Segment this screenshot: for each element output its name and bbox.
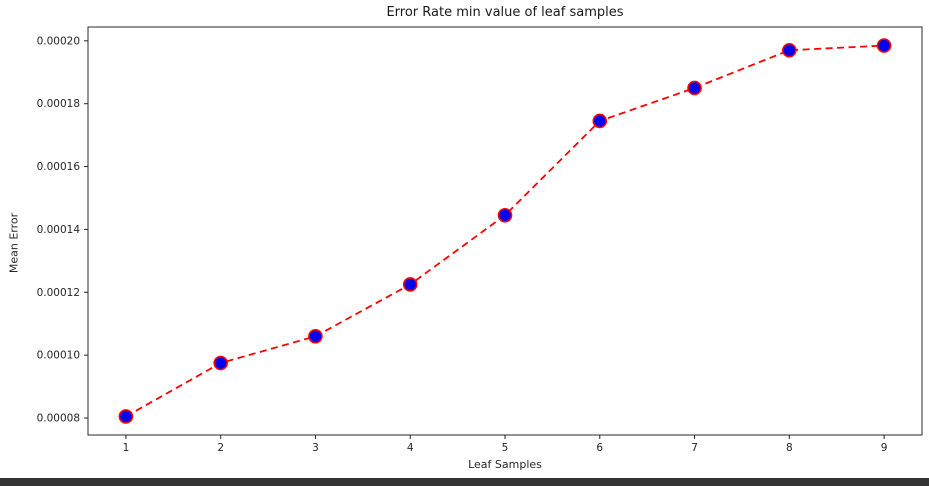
data-point-marker — [402, 277, 418, 292]
series-line — [125, 44, 885, 418]
plot-frame — [87, 26, 923, 436]
x-tick-label: 7 — [691, 442, 698, 454]
x-tick-label: 2 — [217, 442, 224, 454]
window-bottom-border — [0, 478, 929, 486]
x-axis-label: Leaf Samples — [468, 458, 542, 471]
data-point-marker — [118, 409, 134, 424]
y-tick-label: 0.00012 — [37, 287, 80, 299]
data-point-marker — [213, 355, 228, 371]
x-tick-label: 1 — [123, 442, 130, 454]
data-point-marker — [308, 329, 323, 344]
y-tick-label: 0.00014 — [37, 224, 81, 236]
chart-title: Error Rate min value of leaf samples — [386, 5, 624, 20]
x-tick-label: 8 — [786, 442, 793, 454]
y-tick-label: 0.00016 — [37, 161, 81, 173]
data-point-marker — [782, 42, 797, 58]
y-tick-label: 0.00020 — [37, 35, 80, 47]
data-point-marker — [687, 80, 702, 96]
y-tick-label: 0.00018 — [37, 98, 80, 110]
x-tick-label: 5 — [502, 442, 509, 454]
x-tick-label: 9 — [881, 442, 888, 454]
data-point-marker — [497, 207, 513, 223]
x-tick-label: 4 — [407, 442, 414, 454]
x-tick-label: 3 — [312, 442, 319, 454]
y-tick-label: 0.00010 — [37, 350, 80, 362]
data-point-marker — [592, 113, 608, 129]
y-tick-label: 0.00008 — [37, 413, 80, 425]
data-point-marker — [876, 38, 892, 53]
x-tick-label: 6 — [596, 442, 603, 454]
